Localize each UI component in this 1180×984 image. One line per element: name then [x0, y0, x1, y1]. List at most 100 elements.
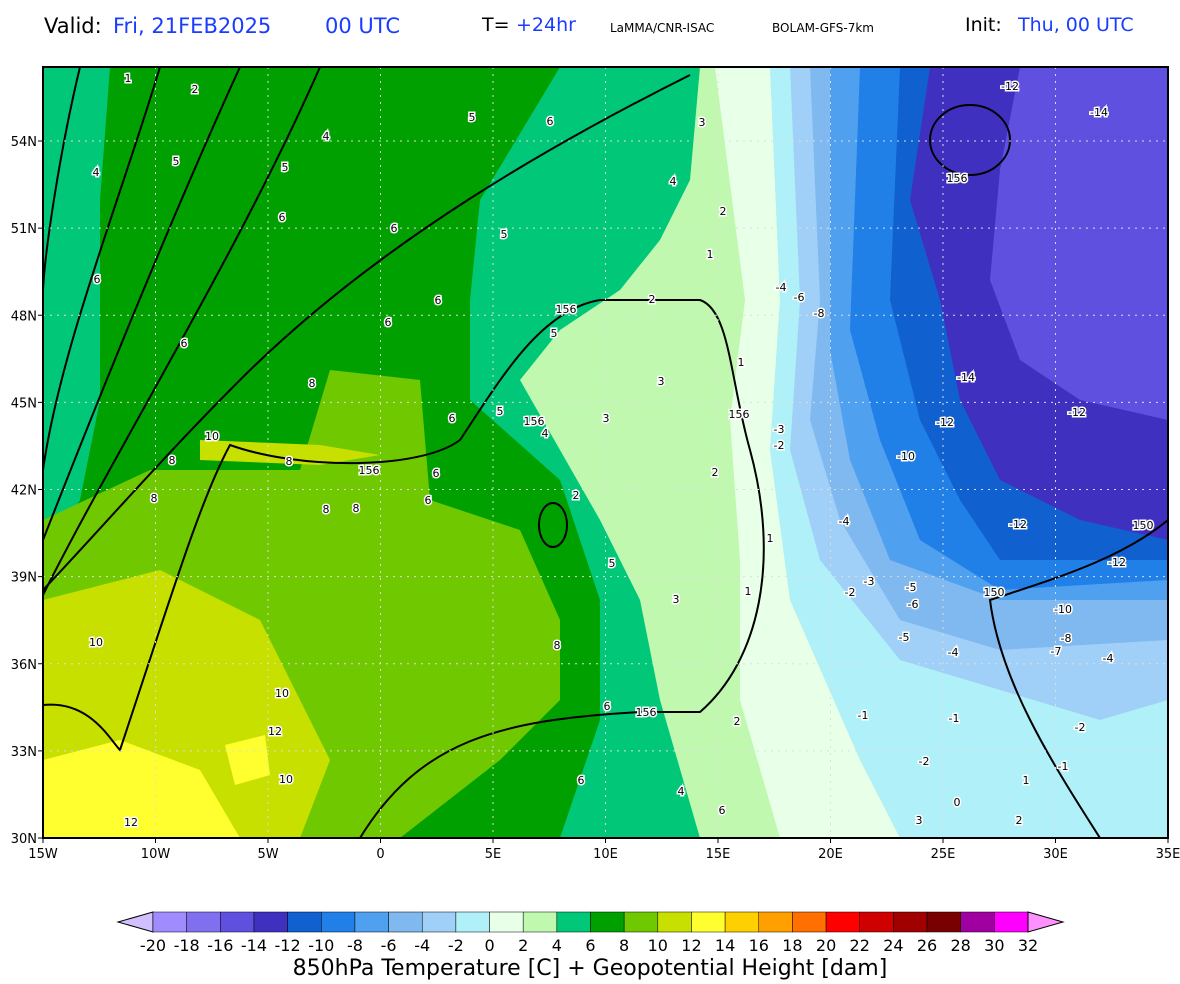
- lon-label: 25E: [931, 847, 956, 862]
- lon-label: 35E: [1156, 847, 1180, 862]
- contour-label: 8: [169, 454, 176, 467]
- colorbar-swatch: [388, 911, 423, 933]
- contour-label: -2: [774, 439, 785, 452]
- valid-label: Valid:: [44, 14, 102, 38]
- colorbar-tick-label: 12: [681, 936, 701, 955]
- colorbar-tick-label: 16: [749, 936, 769, 955]
- colorbar-tick-label: 8: [619, 936, 629, 955]
- contour-label: 150: [1133, 519, 1154, 532]
- colorbar-swatch: [287, 911, 322, 933]
- contour-label: 4: [323, 130, 330, 143]
- contour-label: -2: [845, 586, 856, 599]
- contour-label: 156: [729, 408, 750, 421]
- colorbar-swatch: [792, 911, 827, 933]
- contour-label: 6: [385, 316, 392, 329]
- colorbar-tick-label: 2: [518, 936, 528, 955]
- colorbar-tick-label: -2: [448, 936, 464, 955]
- colorbar-tick-label: -18: [174, 936, 200, 955]
- contour-label: 5: [282, 161, 289, 174]
- contour-label: 2: [192, 83, 199, 96]
- source: LaMMA/CNR-ISAC: [610, 21, 714, 35]
- contour-label: 6: [435, 294, 442, 307]
- contour-label: 1: [738, 356, 745, 369]
- contour-label: 10: [279, 773, 293, 786]
- contour-label: 5: [173, 155, 180, 168]
- contour-label: 2: [1016, 814, 1023, 827]
- contour-label: -12: [1068, 406, 1086, 419]
- contour-label: -12: [1108, 556, 1126, 569]
- contour-label: 10: [205, 430, 219, 443]
- colorbar-tick-label: -10: [308, 936, 334, 955]
- lon-label: 5E: [485, 847, 502, 862]
- lat-label: 30N: [11, 832, 37, 847]
- colorbar-tick-label: 30: [984, 936, 1004, 955]
- contour-label: 3: [658, 375, 665, 388]
- valid-hour: 00 UTC: [325, 14, 400, 38]
- colorbar-tick-label: 14: [715, 936, 735, 955]
- contour-label: 5: [497, 405, 504, 418]
- colorbar-tick-label: -20: [140, 936, 166, 955]
- colorbar-swatch: [893, 911, 928, 933]
- colorbar-tick-label: 26: [917, 936, 937, 955]
- contour-label: 1: [767, 532, 774, 545]
- colorbar-swatch: [522, 911, 558, 933]
- contour-label: -3: [774, 423, 785, 436]
- contour-label: 6: [425, 494, 432, 507]
- contour-label: 5: [469, 111, 476, 124]
- colorbar-swatch: [657, 911, 692, 933]
- colorbar-swatch: [623, 911, 659, 933]
- colorbar-end: [1027, 911, 1065, 933]
- contour-label: 2: [649, 293, 656, 306]
- contour-label: 3: [603, 412, 610, 425]
- model: BOLAM-GFS-7km: [772, 21, 874, 35]
- contour-label: 156: [524, 415, 545, 428]
- contour-label: -3: [864, 575, 875, 588]
- contour-label: 8: [353, 502, 360, 515]
- contour-label: 4: [670, 175, 677, 188]
- contour-label: 156: [636, 706, 657, 719]
- colorbar-swatch: [758, 911, 793, 933]
- contour-label: -5: [906, 581, 917, 594]
- contour-label: 4: [678, 785, 685, 798]
- contour-label: 12: [268, 725, 282, 738]
- contour-label: -4: [776, 281, 787, 294]
- contour-label: -2: [1075, 721, 1086, 734]
- contour-label: 2: [734, 715, 741, 728]
- contour-label: -4: [839, 515, 850, 528]
- lon-label: 5W: [257, 847, 278, 862]
- lon-label: 15E: [706, 847, 731, 862]
- contour-label: 4: [93, 166, 100, 179]
- lat-label: 39N: [11, 571, 37, 586]
- colorbar-tick-label: 6: [585, 936, 595, 955]
- contour-label: 1: [125, 72, 132, 85]
- init-time: Thu, 00 UTC: [1017, 14, 1134, 36]
- height-contour: [43, 67, 241, 541]
- height-contour: [43, 67, 161, 471]
- contour-label: 8: [151, 492, 158, 505]
- colorbar-tick-label: 4: [552, 936, 562, 955]
- height-contour: [929, 104, 1011, 176]
- contour-label: -12: [1009, 518, 1027, 531]
- contour-label: 6: [719, 804, 726, 817]
- contour-label: 6: [578, 774, 585, 787]
- contour-label: 2: [573, 489, 580, 502]
- contour-label: 6: [391, 222, 398, 235]
- contour-label: 8: [554, 639, 561, 652]
- colorbar-swatch: [691, 911, 726, 933]
- lon-label: 20E: [818, 847, 843, 862]
- contour-label: -10: [897, 450, 915, 463]
- contour-label: -8: [1061, 632, 1072, 645]
- colorbar-tick-label: -8: [347, 936, 363, 955]
- lat-label: 45N: [11, 396, 37, 411]
- contour-label: 2: [720, 205, 727, 218]
- contour-label: -14: [957, 371, 975, 384]
- contour-label: 150: [984, 586, 1005, 599]
- colorbar-swatch: [556, 911, 591, 933]
- colorbar-swatch: [220, 911, 255, 933]
- colorbar-tick-label: -16: [207, 936, 233, 955]
- contour-label: -10: [1054, 603, 1072, 616]
- contour-label: -12: [936, 416, 954, 429]
- colorbar-swatch: [152, 911, 187, 933]
- contour-label: 6: [604, 700, 611, 713]
